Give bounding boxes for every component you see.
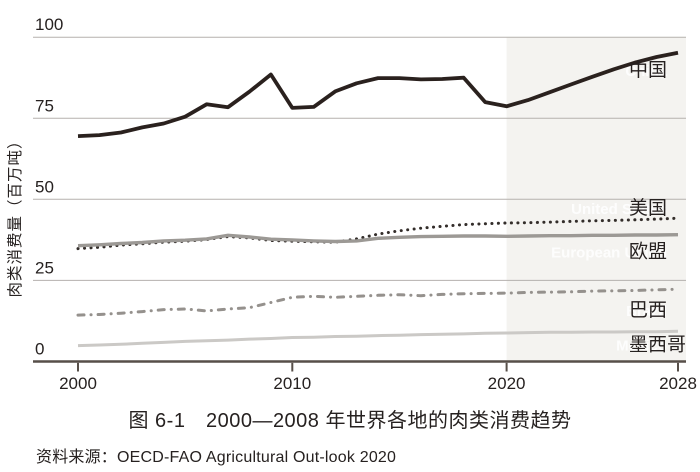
series-label-0: 中国 <box>629 59 667 81</box>
series-label-en-1: United States <box>571 201 667 218</box>
x-tick-label: 2010 <box>273 374 311 393</box>
y-tick-label: 100 <box>35 15 63 34</box>
series-label-1: 美国 <box>629 197 667 219</box>
series-label-2: 欧盟 <box>629 241 667 263</box>
series-label-4: 墨西哥 <box>629 334 686 355</box>
series-line-4 <box>77 329 679 348</box>
y-tick-label: 75 <box>35 96 54 115</box>
x-tick-label: 2028 <box>659 374 697 393</box>
series-label-en-3: Brazil <box>626 303 667 320</box>
figure-source: 资料来源：OECD-FAO Agricultural Out-look 2020 <box>36 449 397 466</box>
y-axis-title: 肉类消费量（百万吨） <box>6 132 24 297</box>
x-tick-label: 2000 <box>59 374 97 393</box>
x-tick-label: 2020 <box>488 374 526 393</box>
series-line-0 <box>77 50 679 138</box>
series-line-3 <box>76 287 680 317</box>
series-label-en-2: European Union <box>551 245 667 262</box>
series-label-en-0: China <box>625 63 667 80</box>
figure-caption: 图 6-1 2000—2008 年世界各地的肉类消费趋势 <box>128 410 572 432</box>
meat-consumption-line-chart: 肉类消费量（百万吨） 100 75 50 25 0 China United States E… <box>6 15 697 393</box>
series-line-2 <box>77 233 679 248</box>
y-tick-label: 50 <box>35 177 54 196</box>
series-label-en-4: Mexico <box>616 337 667 354</box>
y-tick-label: 25 <box>35 258 54 277</box>
y-tick-label: 0 <box>35 340 44 359</box>
series-label-3: 巴西 <box>629 300 667 321</box>
